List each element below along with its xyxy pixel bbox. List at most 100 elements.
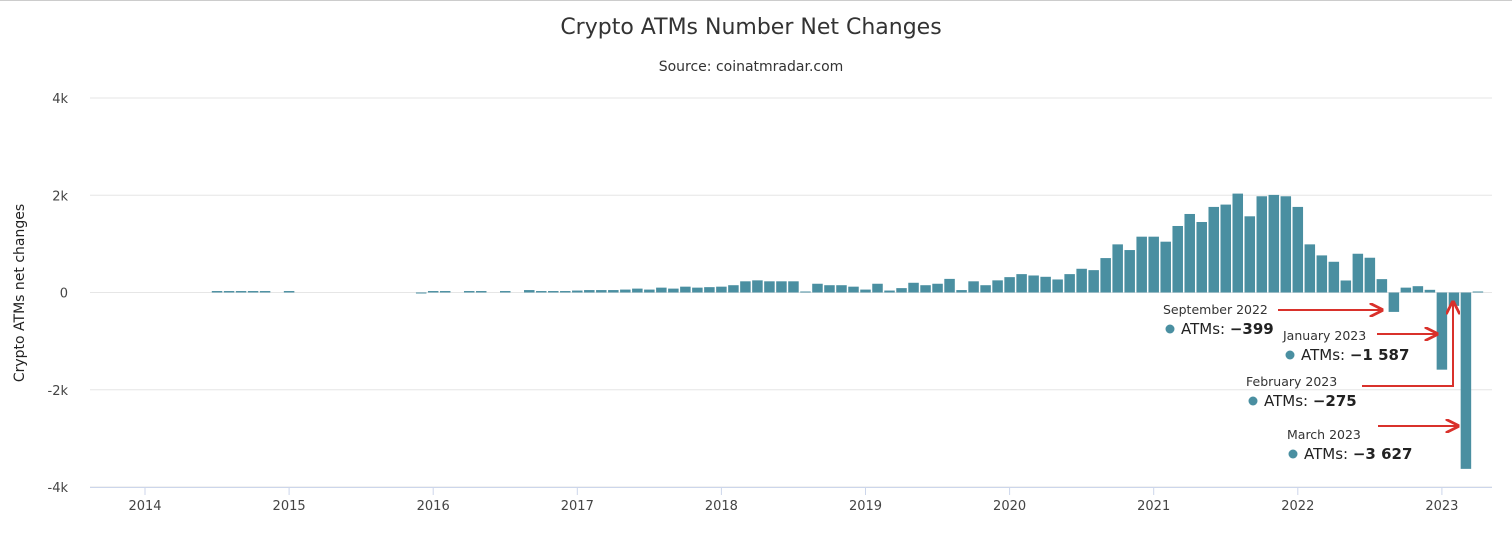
bar bbox=[1388, 292, 1400, 312]
bar bbox=[1364, 257, 1376, 293]
bar bbox=[1016, 274, 1027, 293]
annotation: March 2023 ATMs: −3 627 bbox=[1287, 426, 1458, 463]
bar bbox=[1328, 261, 1340, 293]
bar bbox=[1304, 244, 1316, 293]
bar bbox=[992, 280, 1003, 293]
series-dot-icon bbox=[1285, 350, 1295, 360]
bar bbox=[1436, 292, 1448, 370]
annotation-label: ATMs: bbox=[1304, 445, 1353, 463]
y-tick-label: -4k bbox=[48, 481, 69, 496]
annotation-number: −399 bbox=[1230, 320, 1274, 338]
chart-title: Crypto ATMs Number Net Changes bbox=[560, 15, 941, 40]
annotation-label: ATMs: bbox=[1301, 346, 1350, 364]
bar bbox=[1196, 221, 1207, 293]
x-tick-label: 2023 bbox=[1425, 499, 1458, 514]
bar bbox=[560, 291, 571, 293]
bar bbox=[211, 291, 223, 293]
series-dot-icon bbox=[1288, 449, 1298, 459]
bar bbox=[620, 289, 631, 293]
bar bbox=[524, 290, 535, 293]
x-tick-label: 2015 bbox=[273, 499, 306, 514]
bar bbox=[1100, 258, 1111, 293]
annotations: September 2022 ATMs: −399 January 2023 ATMs… bbox=[1163, 302, 1458, 463]
x-tick-label: 2022 bbox=[1281, 499, 1314, 514]
bar bbox=[1280, 196, 1292, 293]
bars bbox=[211, 193, 1484, 469]
bar bbox=[800, 291, 811, 293]
series-dot-icon bbox=[1248, 396, 1258, 406]
y-axis-label: Crypto ATMs net changes bbox=[12, 204, 28, 382]
annotation-number: −3 627 bbox=[1353, 445, 1413, 463]
bar bbox=[1316, 255, 1328, 293]
x-tick-label: 2019 bbox=[849, 499, 882, 514]
bar bbox=[776, 281, 787, 293]
x-tick-label: 2017 bbox=[561, 499, 594, 514]
bar bbox=[1232, 193, 1244, 293]
bar bbox=[223, 291, 235, 293]
bar bbox=[548, 291, 559, 293]
annotation-value: ATMs: −399 bbox=[1181, 320, 1274, 338]
x-tick-label: 2018 bbox=[705, 499, 738, 514]
bar bbox=[1256, 196, 1268, 293]
bar bbox=[1052, 279, 1063, 293]
bar bbox=[1184, 213, 1195, 293]
bar bbox=[896, 288, 907, 293]
x-axis: 2014 2015 2016 2017 2018 2019 2020 2021 2022 2023 bbox=[90, 487, 1492, 514]
annotation: September 2022 ATMs: −399 bbox=[1163, 302, 1382, 338]
bar bbox=[572, 290, 583, 293]
bar bbox=[920, 285, 931, 293]
annotation-value: ATMs: −1 587 bbox=[1301, 346, 1409, 364]
x-tick-label: 2020 bbox=[993, 499, 1026, 514]
annotation-date: March 2023 bbox=[1287, 427, 1361, 442]
bar bbox=[1412, 286, 1424, 293]
bar bbox=[584, 290, 595, 293]
x-tick-label: 2016 bbox=[417, 499, 450, 514]
bar bbox=[944, 278, 955, 293]
series-dot-icon bbox=[1165, 324, 1175, 334]
bar bbox=[752, 280, 763, 293]
annotation: February 2023 ATMs: −275 bbox=[1246, 302, 1453, 410]
y-tick-label: 4k bbox=[52, 92, 68, 107]
bar bbox=[1292, 206, 1304, 293]
bar bbox=[475, 291, 487, 293]
bar bbox=[235, 291, 247, 293]
annotation: January 2023 ATMs: −1 587 bbox=[1282, 328, 1437, 364]
arrow-icon bbox=[1362, 302, 1453, 387]
annotation-value: ATMs: −3 627 bbox=[1304, 445, 1412, 463]
bar bbox=[1136, 236, 1147, 293]
bar bbox=[824, 285, 835, 293]
bar bbox=[788, 281, 799, 293]
bar bbox=[872, 283, 883, 293]
bar bbox=[656, 287, 667, 293]
bar bbox=[1460, 292, 1472, 469]
bar bbox=[439, 291, 451, 293]
bar bbox=[692, 287, 703, 293]
bar bbox=[1352, 253, 1364, 293]
bar bbox=[968, 281, 979, 293]
annotation-label: ATMs: bbox=[1181, 320, 1230, 338]
bar bbox=[1172, 225, 1183, 293]
bar bbox=[259, 291, 271, 293]
bar bbox=[499, 291, 511, 293]
y-tick-label: -2k bbox=[48, 384, 69, 399]
bar bbox=[644, 289, 655, 293]
chart-subtitle: Source: coinatmradar.com bbox=[659, 59, 844, 75]
bar bbox=[1124, 250, 1135, 293]
bar bbox=[1064, 274, 1075, 293]
bar bbox=[1400, 287, 1412, 293]
annotation-label: ATMs: bbox=[1264, 392, 1313, 410]
bar bbox=[740, 281, 751, 293]
bar bbox=[1076, 268, 1087, 293]
bar bbox=[812, 283, 823, 293]
bar bbox=[1040, 276, 1051, 293]
bar bbox=[956, 290, 967, 293]
bar bbox=[908, 282, 919, 293]
bar bbox=[1448, 292, 1460, 306]
bar bbox=[1244, 216, 1256, 293]
bar bbox=[836, 285, 847, 293]
bar bbox=[1160, 241, 1171, 293]
bar bbox=[764, 281, 775, 293]
annotation-date: September 2022 bbox=[1163, 302, 1268, 317]
bar bbox=[716, 286, 727, 293]
